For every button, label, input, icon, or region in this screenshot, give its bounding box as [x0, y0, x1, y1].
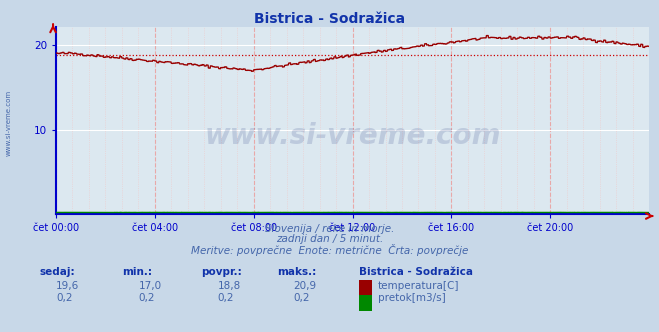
Text: min.:: min.:	[122, 267, 152, 277]
Text: povpr.:: povpr.:	[201, 267, 242, 277]
Text: 0,2: 0,2	[293, 293, 310, 303]
Text: 20,9: 20,9	[293, 281, 316, 290]
Text: zadnji dan / 5 minut.: zadnji dan / 5 minut.	[276, 234, 383, 244]
Text: Bistrica - Sodražica: Bistrica - Sodražica	[359, 267, 473, 277]
Text: 0,2: 0,2	[56, 293, 72, 303]
Text: pretok[m3/s]: pretok[m3/s]	[378, 293, 445, 303]
Text: sedaj:: sedaj:	[40, 267, 75, 277]
Text: www.si-vreme.com: www.si-vreme.com	[204, 122, 501, 150]
Text: 17,0: 17,0	[138, 281, 161, 290]
Text: 0,2: 0,2	[138, 293, 155, 303]
Text: temperatura[C]: temperatura[C]	[378, 281, 459, 290]
Text: 0,2: 0,2	[217, 293, 234, 303]
Text: Slovenija / reke in morje.: Slovenija / reke in morje.	[265, 224, 394, 234]
Text: maks.:: maks.:	[277, 267, 316, 277]
Text: www.si-vreme.com: www.si-vreme.com	[5, 90, 12, 156]
Text: Meritve: povprečne  Enote: metrične  Črta: povprečje: Meritve: povprečne Enote: metrične Črta:…	[191, 244, 468, 256]
Text: 18,8: 18,8	[217, 281, 241, 290]
Text: 19,6: 19,6	[56, 281, 79, 290]
Text: Bistrica - Sodražica: Bistrica - Sodražica	[254, 12, 405, 26]
